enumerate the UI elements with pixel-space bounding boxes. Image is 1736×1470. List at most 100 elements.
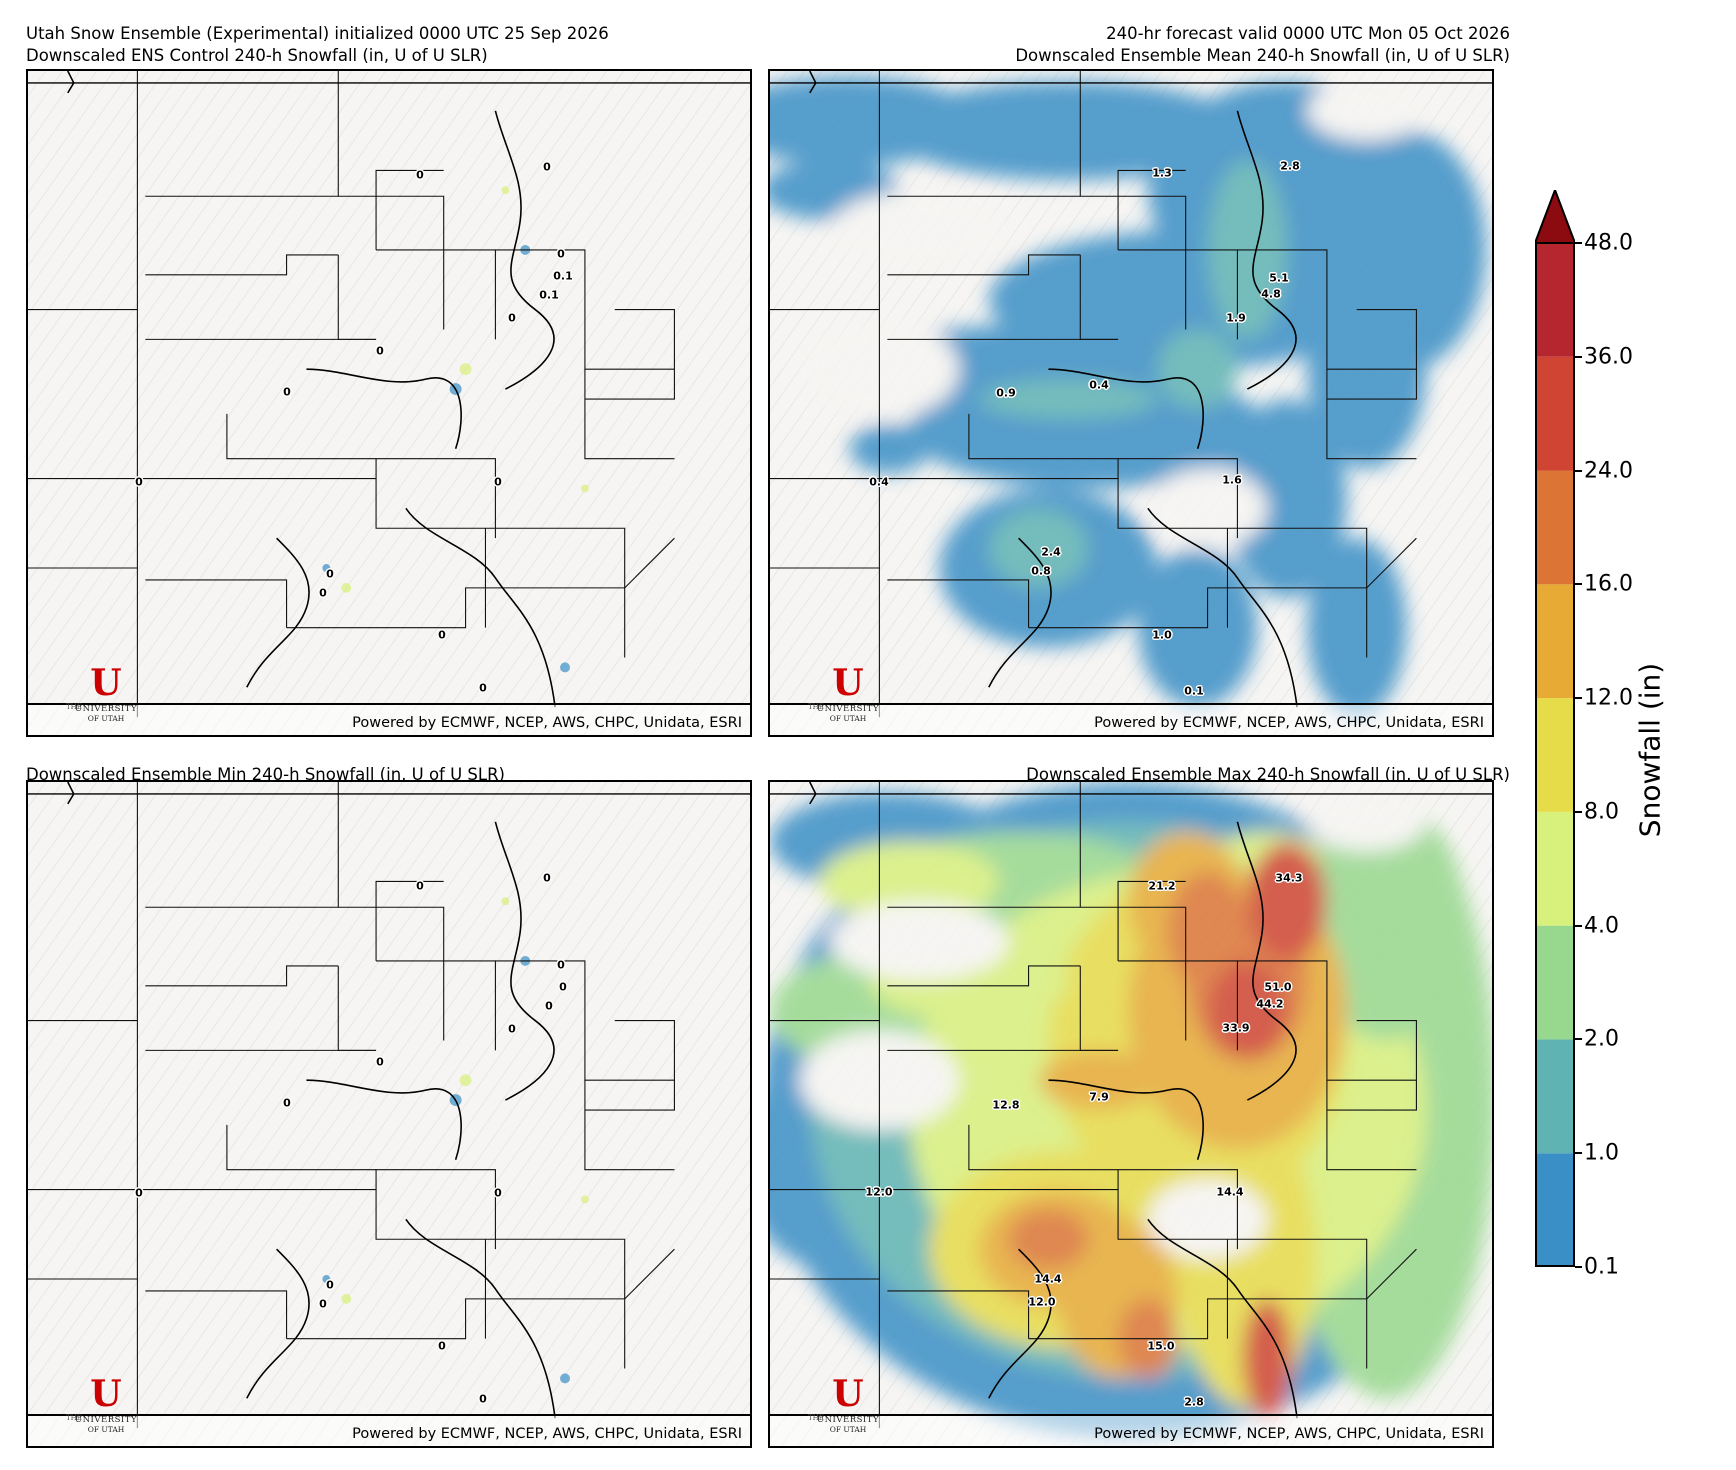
credit-bar: Powered by ECMWF, NCEP, AWS, CHPC, Unida… [770, 1414, 1492, 1446]
snowfall-value-label: 1.6 [1222, 473, 1242, 487]
river-lines [809, 782, 1298, 1419]
colorbar-tick-label: 36.0 [1584, 344, 1633, 370]
logo-of-utah: OF UTAH [87, 1425, 125, 1434]
snowfall-value-label: 0 [135, 475, 143, 489]
colorbar-extend-arrow [1535, 190, 1575, 244]
colorbar-segment [1535, 584, 1575, 699]
snowfall-value-label: 1.3 [1152, 166, 1172, 180]
snowfall-shading [1207, 960, 1288, 1061]
map-panel-min: 0 0 0 0 0 0 0 0 0 0 0 0 0 0 Powered by ECMWF, NCEP, AW… [26, 780, 752, 1448]
credit-text: Powered by ECMWF, NCEP, AWS, CHPC, Unida… [352, 1426, 742, 1442]
panel-title-mean-line1: 240-hr forecast valid 0000 UTC Mon 05 Oc… [1106, 24, 1510, 43]
snowfall-value-label: 0 [376, 1055, 384, 1069]
panel-title-max: Downscaled Ensemble Max 240-h Snowfall (… [1026, 765, 1510, 784]
county-boundaries [28, 782, 675, 1429]
snowfall-shading [1307, 801, 1467, 1041]
snowfall-shading [1307, 538, 1407, 718]
snowfall-value-label: 7.9 [1089, 1090, 1109, 1104]
snowfall-value-label: 34.3 [1275, 871, 1303, 885]
snowfall-value-label: 0 [559, 980, 567, 994]
colorbar-tick-mark [1575, 583, 1582, 586]
snowfall-value-label: 0 [545, 999, 553, 1013]
snowfall-value-label: 0 [557, 247, 565, 261]
snowfall-shading [988, 508, 1089, 588]
snowfall-value-label: 0.1 [539, 288, 559, 302]
colorbar-segment [1535, 925, 1575, 1040]
snowfall-value-label: 44.2 [1256, 997, 1284, 1011]
snowfall-value-label: 14.4 [1034, 1272, 1062, 1286]
snowfall-value-label: 2.8 [1184, 1395, 1204, 1409]
snowfall-value-label: 0 [494, 475, 502, 489]
snowfall-value-label: 0 [479, 1392, 487, 1406]
snowfall-value-label: 0 [543, 160, 551, 174]
snowfall-value-label: 4.8 [1261, 287, 1281, 301]
snowfall-value-label: 0 [438, 628, 446, 642]
snowfall-shading [939, 331, 1059, 368]
colorbar-tick-label: 0.1 [1584, 1254, 1619, 1280]
county-boundaries [28, 71, 675, 718]
panel-title-control-line2: Downscaled ENS Control 240-h Snowfall (i… [26, 46, 488, 65]
colorbar-tick-mark [1575, 1038, 1582, 1041]
snowfall-value-label: 0 [135, 1186, 143, 1200]
credit-bar: Powered by ECMWF, NCEP, AWS, CHPC, Unida… [28, 1414, 750, 1446]
colorbar-tick-mark [1575, 810, 1582, 813]
colorbar-tick-mark [1575, 355, 1582, 358]
credit-bar: Powered by ECMWF, NCEP, AWS, CHPC, Unida… [28, 703, 750, 735]
credit-text: Powered by ECMWF, NCEP, AWS, CHPC, Unida… [1094, 715, 1484, 731]
panel-title-mean-line2: Downscaled Ensemble Mean 240-h Snowfall … [1015, 46, 1510, 65]
credit-text: Powered by ECMWF, NCEP, AWS, CHPC, Unida… [352, 715, 742, 731]
panel-title-min: Downscaled Ensemble Min 240-h Snowfall (… [26, 765, 505, 784]
colorbar-tick-label: 12.0 [1584, 685, 1633, 711]
colorbar-segment [1535, 1039, 1575, 1154]
colorbar-tick-label: 48.0 [1584, 230, 1633, 256]
logo-university: UNIVERSITY [816, 704, 880, 714]
colorbar-tick-mark [1575, 924, 1582, 927]
logo-of-utah: OF UTAH [87, 714, 125, 723]
colorbar-segment [1535, 470, 1575, 585]
snowfall-shading [849, 423, 930, 474]
snowfall-value-label: 15.0 [1147, 1339, 1175, 1353]
credit-text: Powered by ECMWF, NCEP, AWS, CHPC, Unida… [1094, 1426, 1484, 1442]
snowfall-shading [1242, 1298, 1293, 1419]
snowfall-value-label: 14.4 [1216, 1185, 1244, 1199]
map-panel-mean: 1.3 2.8 5.1 4.8 1.9 0.9 0.4 0.4 1.6 2.4 0.8 1.0 0.1 P… [768, 69, 1494, 737]
snowfall-shading [819, 841, 999, 922]
terrain-map [770, 71, 1492, 735]
colorbar-segment [1535, 698, 1575, 812]
snowfall-value-label: 0 [283, 385, 291, 399]
colorbar-tick-mark [1575, 469, 1582, 472]
colorbar-tick-mark [1575, 697, 1582, 700]
colorbar-tick-label: 24.0 [1584, 458, 1633, 484]
county-boundaries [770, 71, 1417, 718]
snowfall-value-label: 1.0 [1152, 628, 1172, 642]
snowfall-value-label: 0.9 [996, 386, 1016, 400]
snowfall-value-label: 0 [438, 1339, 446, 1353]
snowfall-value-label: 5.1 [1269, 271, 1289, 285]
river-lines [809, 71, 1298, 708]
snowfall-value-label: 0 [416, 879, 424, 893]
colorbar-segment [1535, 1153, 1575, 1267]
snowfall-value-label: 12.0 [1028, 1295, 1056, 1309]
university-of-utah-logo: U THE UNIVERSITY OF UTAH [66, 665, 146, 727]
snowfall-value-label: 33.9 [1222, 1021, 1250, 1035]
colorbar [1535, 190, 1575, 1267]
logo-u-icon: U [832, 1373, 864, 1415]
county-boundaries [770, 782, 1417, 1429]
terrain-map [28, 782, 750, 1446]
snowfall-value-label: 0 [326, 1278, 334, 1292]
snowfall-value-label: 12.8 [992, 1098, 1020, 1112]
snowfall-value-label: 21.2 [1148, 879, 1176, 893]
terrain-map [28, 71, 750, 735]
colorbar-tick-label: 8.0 [1584, 799, 1619, 825]
snowfall-value-label: 2.4 [1041, 545, 1061, 559]
snowfall-value-label: 0.4 [1089, 378, 1109, 392]
snowfall-value-label: 51.0 [1264, 980, 1292, 994]
university-of-utah-logo: U THE UNIVERSITY OF UTAH [808, 1376, 888, 1438]
colorbar-segment [1535, 811, 1575, 926]
logo-the: THE [66, 703, 82, 711]
logo-u-icon: U [90, 662, 122, 704]
university-of-utah-logo: U THE UNIVERSITY OF UTAH [808, 665, 888, 727]
colorbar-tick-label: 16.0 [1584, 571, 1633, 597]
snowfall-value-label: 0.1 [553, 269, 573, 283]
snowfall-value-label: 0 [508, 1022, 516, 1036]
